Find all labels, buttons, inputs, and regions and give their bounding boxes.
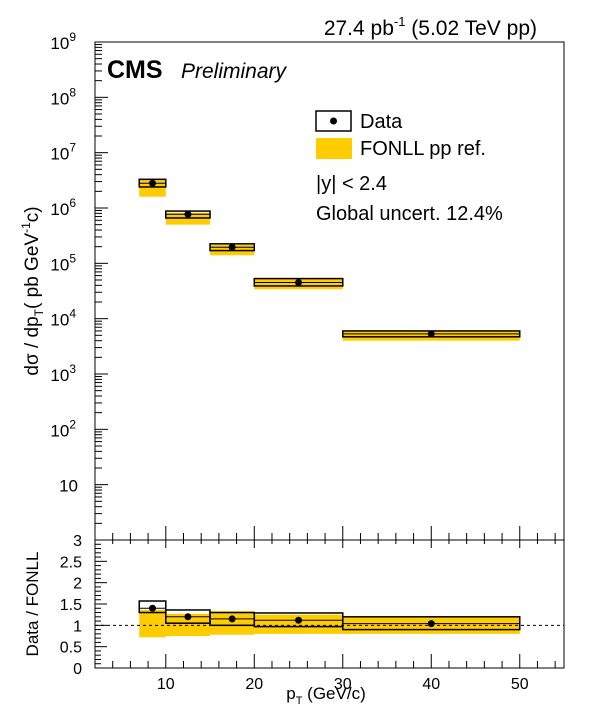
x-tick-label: 10: [157, 676, 175, 693]
ratio-y-axis-title: Data / FONLL: [23, 552, 42, 657]
top-data-point-0: [149, 180, 156, 187]
ratio-y-tick-label: 2.5: [60, 554, 82, 571]
top-y-tick-label: 102: [50, 417, 76, 440]
top-y-tick-label: 103: [50, 362, 76, 385]
top-data-point-4: [428, 330, 435, 337]
legend-data-marker: [330, 118, 337, 125]
ratio-data-point-0: [149, 605, 156, 612]
legend: Data FONLL pp ref. |y| < 2.4 Global unce…: [316, 111, 503, 225]
ratio-data-point-4: [428, 620, 435, 627]
ratio-y-tick-label: 0.5: [60, 640, 82, 657]
ratio-data-point-2: [229, 615, 236, 622]
y-axis-ratio: 0 0.5 1 1.5 2 2.5 3: [60, 533, 107, 678]
ratio-data-point-3: [295, 617, 302, 624]
top-y-tick-label: 104: [50, 307, 76, 330]
legend-data-label: Data: [360, 111, 403, 133]
x-tick-label: 50: [511, 676, 529, 693]
top-y-tick-label: 109: [50, 30, 76, 53]
ratio-y-tick-label: 3: [73, 533, 82, 550]
top-data-point-3: [295, 279, 302, 286]
global-uncert-label: Global uncert. 12.4%: [316, 203, 503, 225]
preliminary-label: Preliminary: [181, 60, 288, 83]
ratio-y-tick-label: 1: [73, 618, 82, 635]
top-y-tick-label: 10: [59, 477, 78, 496]
top-y-tick-label: 106: [50, 196, 76, 219]
top-plot-frame: [95, 42, 564, 540]
legend-fonll-label: FONLL pp ref.: [360, 138, 486, 160]
top-data-point-2: [229, 244, 236, 251]
top-data-point-1: [184, 211, 191, 218]
top-y-tick-label: 105: [50, 251, 76, 274]
y-axis-top: 10 102 103 104 105 106 107 108 109: [50, 30, 108, 540]
rapidity-label: |y| < 2.4: [316, 173, 387, 195]
x-tick-label: 40: [422, 676, 440, 693]
lumi-label: 27.4 pb-1 (5.02 TeV pp): [324, 14, 537, 40]
top-y-tick-label: 107: [50, 141, 76, 164]
ratio-y-tick-label: 0: [73, 661, 82, 678]
ratio-y-tick-label: 2: [73, 576, 82, 593]
x-tick-label: 20: [245, 676, 263, 693]
top-y-axis-title: dσ / dpT( pb GeV-1c): [19, 206, 46, 375]
x-axis-title: pT (GeV/c): [286, 684, 366, 707]
legend-fonll-swatch: [316, 138, 352, 159]
ratio-y-tick-label: 1.5: [60, 597, 82, 614]
ratio-fonll-band-0: [139, 610, 166, 637]
cms-label: CMS: [107, 56, 163, 84]
top-y-tick-label: 108: [50, 85, 76, 108]
x-ticks-top: [113, 526, 555, 540]
ratio-data-point-1: [184, 613, 191, 620]
ratio-fonll-band-2: [210, 611, 254, 634]
